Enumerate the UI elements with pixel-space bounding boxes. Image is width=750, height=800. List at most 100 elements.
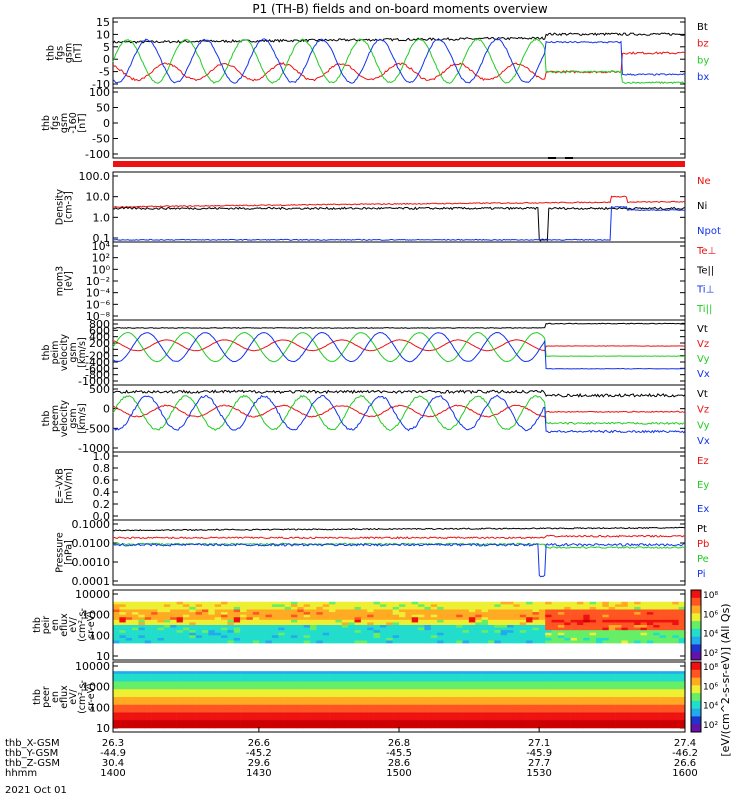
spectrogram-cell — [208, 627, 215, 631]
spectrogram-cell — [513, 606, 521, 610]
x-row-label: thb_X-GSM — [5, 738, 60, 749]
spectrogram-cell — [424, 715, 432, 718]
spectrogram-cell — [392, 609, 400, 613]
x-tick-label: 26.3 — [102, 738, 124, 749]
spectrogram-cell — [634, 630, 641, 634]
spectrogram-cell — [125, 722, 133, 726]
spectrogram-cell — [208, 707, 215, 711]
spectrogram-cell — [596, 725, 603, 729]
spectrogram-cell — [564, 630, 571, 634]
spectrogram-cell — [113, 673, 120, 677]
spectrogram-cell — [195, 715, 203, 718]
series-Pt — [112, 526, 686, 532]
spectrogram-cell — [596, 632, 603, 636]
spectrogram-cell — [596, 609, 603, 613]
spectrogram-cell — [316, 725, 324, 729]
spectrogram-cell — [627, 617, 635, 621]
spectrogram-cell — [341, 704, 349, 708]
spectrogram-cell — [576, 704, 584, 708]
spectrogram-cell — [621, 681, 629, 685]
spectrogram-cell — [494, 715, 501, 718]
spectrogram-cell — [570, 702, 578, 706]
spectrogram-cell — [386, 699, 393, 703]
spectrogram-cell — [348, 686, 355, 690]
spectrogram-cell — [424, 689, 432, 693]
spectrogram-cell — [379, 689, 387, 693]
spectrogram-cell — [392, 717, 400, 721]
spectrogram-cell — [627, 712, 635, 716]
spectrogram-cell — [201, 678, 209, 682]
y-axis-label: sr-eV) — [86, 611, 97, 639]
spectrogram-cell — [373, 606, 381, 610]
spectrogram-cell — [227, 725, 235, 729]
spectrogram-cell — [526, 676, 533, 680]
spectrogram-cell — [424, 712, 432, 716]
spectrogram-cell — [151, 617, 158, 621]
spectrogram-cell — [564, 606, 571, 610]
spectrogram-cell — [303, 606, 311, 610]
spectrogram-cell — [545, 712, 552, 716]
spectrogram-cell — [113, 707, 120, 711]
spectrogram-cell — [303, 637, 311, 641]
spectrogram-cell — [653, 601, 660, 605]
spectrogram-cell — [119, 609, 127, 613]
spectrogram-cell — [373, 720, 381, 724]
y-tick-label: -500 — [85, 422, 110, 435]
spectrogram-cell — [627, 678, 635, 682]
spectrogram-cell — [570, 673, 578, 677]
spectrogram-cell — [678, 637, 686, 641]
spectrogram-cell — [386, 622, 393, 626]
spectrogram-cell — [646, 678, 654, 682]
spectrogram-cell — [354, 604, 362, 608]
spectrogram-cell — [221, 694, 228, 698]
spectrogram-cell — [596, 699, 603, 703]
spectrogram-cell — [176, 604, 184, 608]
spectrogram-cell — [113, 717, 120, 721]
spectrogram-cell — [462, 694, 470, 698]
spectrogram-cell — [405, 697, 413, 700]
spectrogram-cell — [240, 632, 247, 636]
spectrogram-cell — [348, 671, 355, 675]
series-Npot — [112, 205, 686, 241]
spectrogram-cell — [297, 676, 304, 680]
spectrogram-cell — [634, 625, 641, 628]
spectrogram-cell — [348, 720, 355, 724]
spectrogram-cell — [151, 697, 158, 700]
spectrogram-cell — [367, 717, 374, 721]
spectrogram-cell — [189, 712, 196, 716]
spectrogram-cell — [189, 678, 196, 682]
y-axis-label: (cm²-s- — [77, 608, 88, 642]
spectrogram-cell — [151, 637, 158, 641]
spectrogram-cell — [430, 609, 438, 613]
y-tick-label: 10⁰ — [92, 263, 111, 276]
spectrogram-cell — [678, 694, 686, 698]
spectrogram-cell — [672, 606, 679, 610]
spectrogram-cell — [526, 686, 533, 690]
spectrogram-cell — [602, 612, 610, 615]
spectrogram-cell — [456, 691, 463, 695]
spectrogram-cell — [500, 689, 508, 693]
spectrogram-cell — [303, 614, 311, 618]
spectrogram-cell — [132, 617, 139, 621]
spectrogram-cell — [545, 678, 552, 682]
spectrogram-cell — [379, 707, 387, 711]
spectrogram-cell — [278, 673, 285, 677]
spectrogram-cell — [157, 614, 165, 618]
spectrogram-cell — [564, 622, 571, 626]
spectrogram-cell — [557, 617, 565, 621]
spectrogram-cell — [182, 612, 190, 615]
spectrogram-cell — [621, 689, 629, 693]
spectrogram-cell — [284, 625, 292, 628]
spectrogram-cell — [411, 612, 419, 615]
spectrogram-cell — [310, 709, 317, 713]
spectrogram-cell — [201, 619, 209, 623]
spectrogram-cell — [405, 717, 413, 721]
spectrogram-cell — [176, 606, 184, 610]
spectrogram-cell — [526, 712, 533, 716]
spectrogram-cell — [621, 637, 629, 641]
spectrogram-cell — [615, 617, 622, 621]
spectrogram-cell — [576, 709, 584, 713]
spectrogram-cell — [596, 619, 603, 623]
spectrogram-cell — [487, 671, 495, 675]
spectrogram-cell — [437, 704, 444, 708]
